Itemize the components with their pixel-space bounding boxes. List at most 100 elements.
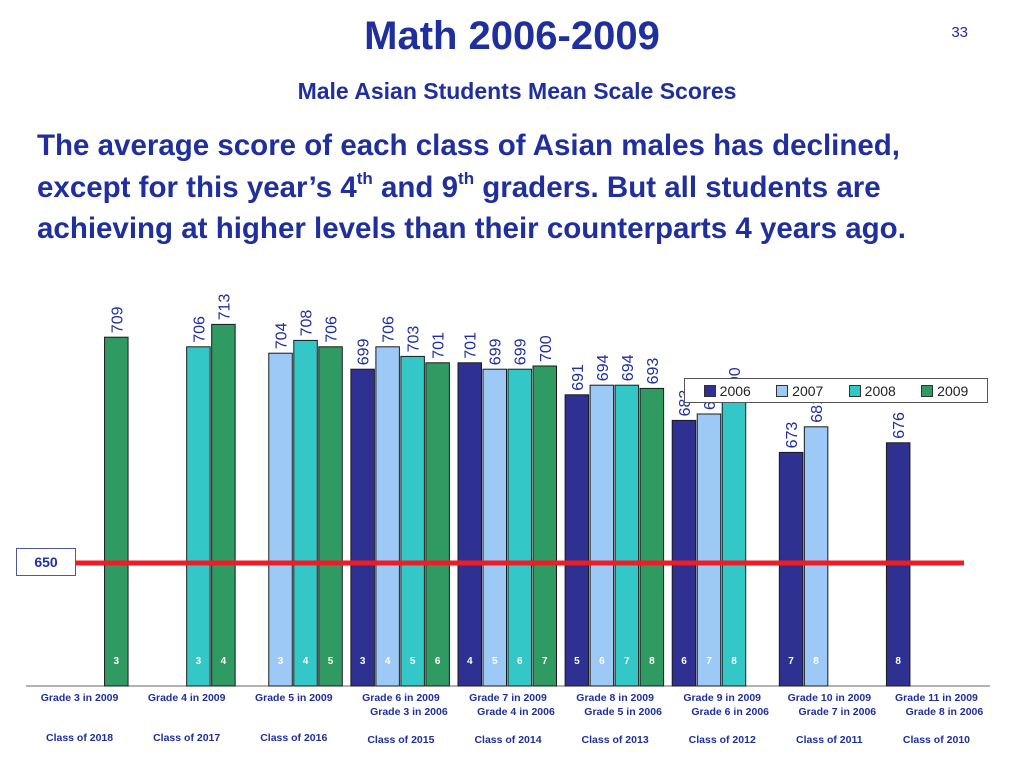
bar-value-label: 694 — [620, 354, 637, 381]
summary-part-3: graders. But all students are achieving … — [37, 170, 906, 246]
bar-grade-label: 6 — [599, 656, 605, 667]
bar — [532, 365, 557, 687]
bar — [696, 413, 722, 687]
bar-value-label: 709 — [109, 306, 126, 333]
bar-grade-label: 3 — [114, 656, 120, 667]
class-label: Class of 2014 — [474, 734, 541, 746]
slide-title: Math 2006-2009 — [364, 14, 660, 58]
bar — [268, 352, 293, 687]
bar — [318, 346, 343, 687]
summary-sup-1: th — [356, 168, 373, 188]
bar — [293, 339, 318, 687]
bar-value-label: 673 — [784, 422, 801, 449]
bar-grade-label: 3 — [360, 656, 366, 667]
class-label: Class of 2010 — [903, 734, 970, 746]
category-sublabel: Grade 8 in 2006 — [906, 706, 984, 718]
legend-swatch — [848, 384, 861, 397]
bar — [375, 346, 400, 687]
category-label: Grade 4 in 2009 — [148, 692, 226, 704]
bar — [186, 346, 211, 687]
summary-text: The average score of each class of Asian… — [37, 125, 997, 250]
category-sublabel: Grade 6 in 2006 — [691, 706, 769, 718]
category-label: Grade 3 in 2009 — [41, 692, 119, 704]
bar-grade-label: 8 — [731, 656, 737, 667]
category-label: Grade 6 in 2009 — [362, 692, 440, 704]
bar-value-label: 700 — [538, 335, 555, 362]
category-label: Grade 9 in 2009 — [683, 692, 761, 704]
category-sublabel: Grade 3 in 2006 — [370, 706, 448, 718]
bar-value-label: 693 — [645, 358, 662, 385]
bar-grade-label: 5 — [574, 656, 580, 667]
legend-item-2009: 2009 — [921, 383, 968, 399]
bar — [482, 368, 507, 687]
bar — [639, 387, 665, 687]
category-sublabel: Grade 5 in 2006 — [584, 706, 662, 718]
bar-grade-label: 4 — [221, 656, 227, 667]
bar-value-label: 706 — [191, 316, 208, 343]
page-number: 33 — [951, 24, 968, 41]
bar — [507, 368, 532, 687]
bar-grade-label: 6 — [517, 656, 523, 667]
bar — [457, 362, 482, 687]
legend-swatch — [703, 384, 716, 397]
chart-subtitle: Male Asian Students Mean Scale Scores — [297, 78, 737, 104]
legend-item-2007: 2007 — [776, 383, 823, 399]
bar — [211, 323, 236, 687]
legend-label: 2006 — [719, 382, 751, 399]
summary-part-2: and 9 — [372, 170, 459, 204]
bar-value-label: 706 — [381, 316, 398, 343]
bar-grade-label: 5 — [410, 656, 416, 667]
category-sublabel: Grade 4 in 2006 — [477, 706, 555, 718]
class-label: Class of 2017 — [153, 732, 220, 744]
bar-grade-label: 6 — [435, 656, 441, 667]
legend-label: 2007 — [792, 382, 824, 399]
class-label: Class of 2016 — [260, 732, 327, 744]
bar-value-label: 713 — [216, 294, 233, 321]
legend-item-2006: 2006 — [703, 382, 751, 399]
bar — [671, 419, 697, 687]
class-label: Class of 2018 — [46, 732, 113, 744]
bar-value-label: 701 — [463, 332, 480, 359]
bar — [778, 451, 804, 687]
bar-grade-label: 3 — [196, 656, 202, 667]
class-label: Class of 2012 — [689, 734, 756, 746]
bar-grade-label: 7 — [788, 656, 794, 667]
bar-value-label: 703 — [406, 326, 423, 353]
category-label: Grade 10 in 2009 — [788, 692, 872, 704]
bar-grade-label: 5 — [328, 656, 334, 667]
bar-value-label: 701 — [431, 332, 448, 359]
bar-value-label: 708 — [299, 310, 316, 337]
bar-value-label: 699 — [356, 338, 373, 365]
legend-label: 2008 — [864, 382, 896, 399]
legend-item-2008: 2008 — [848, 382, 896, 399]
category-label: Grade 8 in 2009 — [576, 692, 654, 704]
chart-legend: 2006 2007 2008 2009 — [684, 378, 988, 403]
bar — [589, 384, 615, 687]
reference-line-label: 650 — [16, 548, 76, 576]
bar-value-label: 699 — [488, 338, 505, 365]
bar-grade-label: 4 — [467, 656, 473, 667]
category-sublabel: Grade 7 in 2006 — [799, 706, 877, 718]
summary-part-1: The average score of each class of Asian… — [37, 129, 900, 204]
bar — [425, 362, 450, 687]
bar — [614, 384, 640, 687]
legend-label: 2009 — [937, 382, 969, 399]
category-label: Grade 11 in 2009 — [895, 692, 978, 704]
bar-grade-label: 3 — [278, 656, 284, 667]
bar-value-label: 691 — [570, 364, 587, 391]
bar-grade-label: 7 — [706, 656, 712, 667]
bar-value-label: 699 — [513, 338, 530, 365]
bar — [721, 397, 747, 687]
bar — [350, 368, 375, 687]
category-label: Grade 5 in 2009 — [255, 692, 333, 704]
category-label: Grade 7 in 2009 — [469, 692, 547, 704]
bar — [803, 426, 829, 687]
bar-value-label: 706 — [324, 316, 341, 343]
bar-value-label: 704 — [274, 322, 291, 349]
bar — [104, 336, 129, 687]
class-label: Class of 2011 — [796, 734, 863, 746]
bar-value-label: 676 — [891, 412, 908, 439]
bar-grade-label: 8 — [895, 656, 901, 667]
bar-grade-label: 8 — [813, 656, 819, 667]
